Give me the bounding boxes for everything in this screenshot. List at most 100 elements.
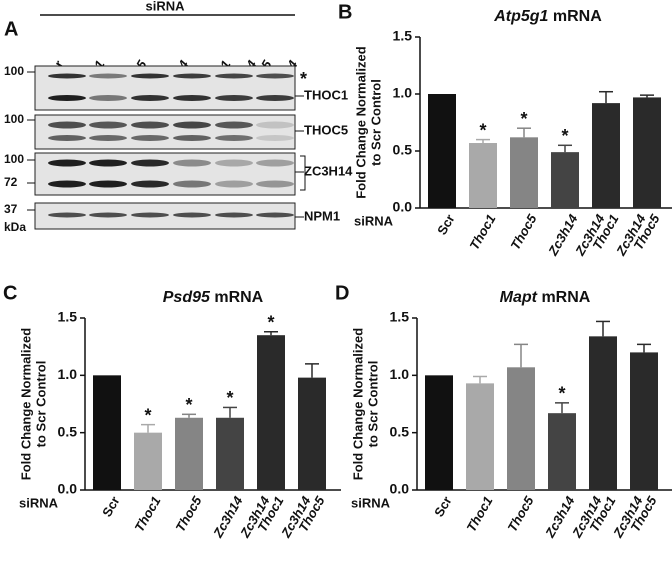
x-axis-label: siRNA bbox=[19, 495, 59, 510]
bar bbox=[425, 375, 453, 490]
blot-band bbox=[256, 121, 294, 129]
blot-header: siRNA bbox=[145, 0, 185, 13]
blot-band bbox=[89, 135, 127, 141]
title-gene: Psd95 bbox=[163, 289, 211, 306]
y-tick-label: 0.0 bbox=[58, 481, 78, 497]
panel-letter: B bbox=[338, 1, 352, 23]
x-tick-label: Thoc1 bbox=[131, 494, 163, 535]
bracket bbox=[300, 155, 306, 191]
blot-label: THOC5 bbox=[304, 122, 348, 137]
size-marker: 100 bbox=[4, 112, 24, 126]
size-marker: 100 bbox=[4, 64, 24, 78]
blot-band bbox=[173, 180, 211, 188]
x-tick-label: Thoc5 bbox=[172, 493, 205, 534]
x-tick-label: Thoc1 bbox=[466, 212, 498, 253]
blot-band bbox=[215, 135, 253, 141]
bar bbox=[298, 377, 326, 490]
bar bbox=[507, 367, 535, 490]
blot-band bbox=[215, 212, 253, 218]
blot-band bbox=[131, 95, 169, 101]
blot-label: NPM1 bbox=[304, 208, 340, 223]
x-tick-label: Thoc5 bbox=[507, 211, 540, 252]
significance-mark: * bbox=[561, 126, 568, 146]
blot-band bbox=[173, 212, 211, 218]
blot-band bbox=[173, 135, 211, 141]
blot-band bbox=[89, 95, 127, 101]
significance-mark: * bbox=[520, 109, 527, 129]
blot-band bbox=[173, 73, 211, 79]
y-tick-label: 0.0 bbox=[393, 199, 413, 215]
y-tick-label: 1.5 bbox=[390, 309, 410, 325]
bar bbox=[466, 383, 494, 490]
blot-band bbox=[48, 212, 86, 218]
y-axis-label: to Scr Control bbox=[33, 361, 48, 448]
chart-title: Atp5g1 mRNA bbox=[493, 8, 602, 25]
y-tick-label: 1.0 bbox=[58, 366, 78, 382]
size-marker: 37 bbox=[4, 202, 18, 216]
y-axis-label: Fold Change Normalized bbox=[353, 46, 368, 198]
bar bbox=[93, 375, 121, 490]
x-tick-label: Scr bbox=[431, 494, 454, 520]
x-tick-label: Scr bbox=[99, 494, 122, 520]
bar bbox=[216, 417, 244, 490]
y-axis-label: Fold Change Normalized bbox=[350, 328, 365, 480]
blot-band bbox=[48, 121, 86, 129]
blot-image bbox=[34, 114, 296, 150]
panel-letter: A bbox=[4, 18, 18, 40]
blot-band bbox=[173, 121, 211, 129]
blot-band bbox=[215, 73, 253, 79]
panel-letter: D bbox=[335, 282, 349, 304]
y-tick-label: 0.0 bbox=[390, 481, 410, 497]
title-text: mRNA bbox=[553, 8, 602, 25]
significance-mark: * bbox=[226, 388, 233, 408]
significance-mark: * bbox=[267, 313, 274, 333]
blot-band bbox=[131, 135, 169, 141]
x-axis-label: siRNA bbox=[354, 213, 394, 228]
bar bbox=[134, 432, 162, 490]
blot-band bbox=[48, 159, 86, 167]
bar bbox=[630, 352, 658, 490]
blot-band bbox=[215, 95, 253, 101]
blot-band bbox=[89, 212, 127, 218]
blot-band bbox=[131, 73, 169, 79]
blot-band bbox=[131, 121, 169, 129]
blot-band bbox=[256, 73, 294, 79]
panel-letter: C bbox=[3, 282, 17, 304]
y-tick-label: 0.5 bbox=[390, 423, 410, 439]
bar bbox=[592, 103, 620, 208]
blot-band bbox=[89, 180, 127, 188]
bar bbox=[175, 417, 203, 490]
title-gene: Mapt bbox=[500, 289, 538, 306]
blot-band bbox=[256, 159, 294, 167]
x-axis-label: siRNA bbox=[351, 495, 391, 510]
bar bbox=[428, 94, 456, 208]
blot-band bbox=[173, 95, 211, 101]
blot-band bbox=[89, 73, 127, 79]
bar bbox=[257, 335, 285, 490]
title-gene: Atp5g1 bbox=[493, 8, 548, 25]
size-marker: 100 bbox=[4, 152, 24, 166]
bar bbox=[510, 137, 538, 208]
blot-label: THOC1 bbox=[304, 87, 348, 102]
blot-band bbox=[131, 159, 169, 167]
y-axis-label: Fold Change Normalized bbox=[18, 328, 33, 480]
title-text: mRNA bbox=[214, 289, 263, 306]
blot-band bbox=[256, 180, 294, 188]
blot-label: ZC3H14 bbox=[304, 163, 353, 178]
blot-image bbox=[34, 152, 296, 196]
x-tick-label: Thoc5 bbox=[504, 493, 537, 534]
bar bbox=[551, 152, 579, 208]
x-tick-label: Scr bbox=[434, 212, 457, 238]
significance-mark: * bbox=[479, 120, 486, 140]
bar bbox=[633, 97, 661, 208]
y-tick-label: 1.0 bbox=[390, 366, 410, 382]
band-note: * bbox=[300, 69, 307, 89]
size-marker: kDa bbox=[4, 220, 26, 234]
blot-band bbox=[48, 135, 86, 141]
title-text: mRNA bbox=[541, 289, 590, 306]
blot-band bbox=[48, 95, 86, 101]
blot-band bbox=[215, 180, 253, 188]
chart-title: Psd95 mRNA bbox=[163, 289, 264, 306]
blot-band bbox=[256, 95, 294, 101]
